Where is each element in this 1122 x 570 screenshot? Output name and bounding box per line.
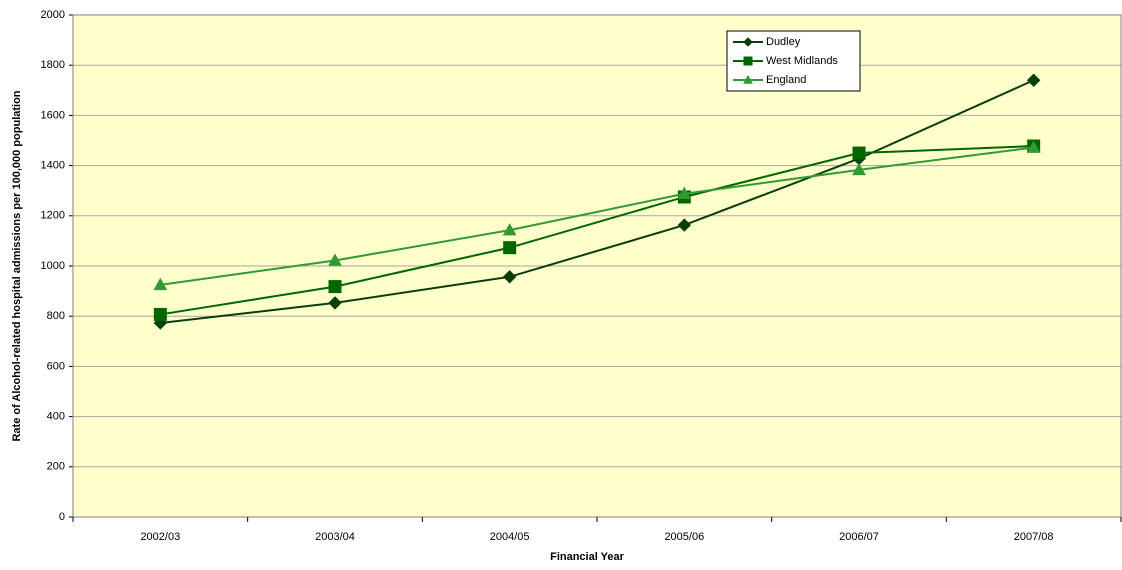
marker — [677, 186, 692, 200]
marker — [502, 270, 517, 284]
marker — [328, 253, 342, 266]
marker — [503, 241, 517, 255]
x-axis-title: Financial Year — [550, 551, 625, 563]
legend-label: Dudley — [766, 36, 801, 48]
y-tick-label: 2000 — [41, 9, 65, 21]
marker — [502, 223, 517, 236]
x-tick-label: 2004/05 — [490, 531, 530, 543]
marker — [743, 56, 753, 66]
marker — [743, 37, 753, 47]
y-tick-label: 600 — [47, 360, 65, 372]
x-tick-label: 2003/04 — [315, 531, 355, 543]
marker — [153, 277, 168, 291]
series-line — [160, 146, 1034, 286]
y-tick-label: 0 — [59, 511, 65, 523]
marker — [677, 218, 692, 232]
y-tick-label: 1400 — [41, 160, 65, 172]
marker — [1026, 140, 1041, 153]
y-axis-title: Rate of Alcohol-related hospital admissi… — [11, 90, 23, 441]
marker — [1026, 73, 1041, 87]
y-tick-label: 800 — [47, 310, 65, 322]
series-line — [160, 145, 1034, 316]
legend-label: West Midlands — [766, 55, 838, 67]
y-tick-label: 1000 — [41, 260, 65, 272]
marker — [153, 307, 167, 321]
y-tick-label: 200 — [47, 461, 65, 473]
x-tick-label: 2002/03 — [140, 531, 180, 543]
marker — [852, 146, 866, 160]
y-tick-label: 400 — [47, 411, 65, 423]
marker — [328, 280, 342, 294]
x-tick-label: 2007/08 — [1014, 531, 1054, 543]
marker — [328, 296, 342, 310]
x-tick-label: 2005/06 — [664, 531, 704, 543]
y-tick-label: 1200 — [41, 210, 65, 222]
legend-label: England — [766, 74, 806, 86]
marker — [743, 74, 753, 84]
y-tick-label: 1600 — [41, 109, 65, 121]
x-tick-label: 2006/07 — [839, 531, 879, 543]
y-tick-label: 1800 — [41, 59, 65, 71]
series-line — [160, 79, 1035, 324]
marker — [852, 162, 866, 176]
